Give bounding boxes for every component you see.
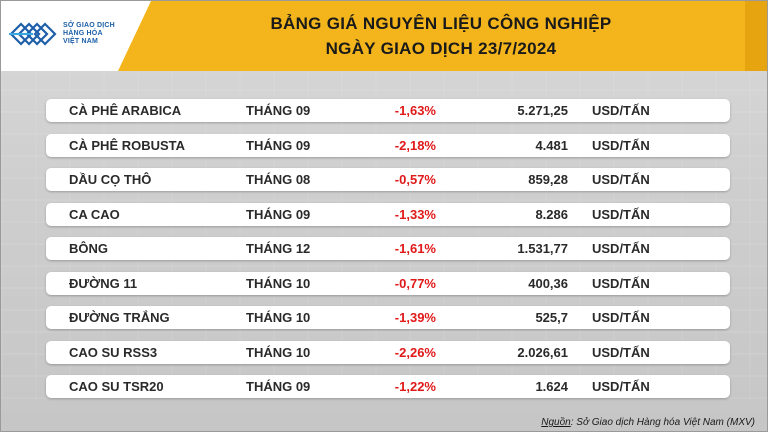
contract-month: THÁNG 08 xyxy=(246,172,311,187)
table-row: ĐƯỜNG TRẮNG THÁNG 10 -1,39% 525,7 USD/TẤ… xyxy=(46,306,730,329)
table-row: DẦU CỌ THÔ THÁNG 08 -0,57% 859,28 USD/TẤ… xyxy=(46,168,730,191)
source-label: Nguồn xyxy=(541,417,571,428)
logo-text-line1: SỞ GIAO DỊCH xyxy=(63,22,115,29)
price-unit: USD/TẤN xyxy=(592,310,650,325)
logo-text-line2: HÀNG HÓA xyxy=(63,30,103,37)
commodity-name: ĐƯỜNG 11 xyxy=(69,275,138,291)
contract-month: THÁNG 09 xyxy=(246,379,311,394)
contract-month: THÁNG 09 xyxy=(246,103,311,118)
table-row: CAO SU RSS3 THÁNG 10 -2,26% 2.026,61 USD… xyxy=(46,340,730,364)
table-row: CAO SU TSR20 THÁNG 09 -1,22% 1.624 USD/T… xyxy=(46,375,730,398)
commodity-name: BÔNG xyxy=(69,241,108,256)
commodity-name: ĐƯỜNG TRẮNG xyxy=(69,310,170,325)
contract-month: THÁNG 12 xyxy=(246,241,311,256)
price-value: 525,7 xyxy=(535,310,568,325)
source-text: : Sở Giao dịch Hàng hóa Việt Nam (MXV) xyxy=(570,417,755,428)
price-change: -1,61% xyxy=(394,241,436,256)
price-change: -2,26% xyxy=(394,344,436,360)
contract-month: THÁNG 10 xyxy=(246,310,311,325)
table-row: BÔNG THÁNG 12 -1,61% 1.531,77 USD/TẤN xyxy=(46,237,730,260)
price-change: -0,77% xyxy=(394,275,436,291)
table-row: CA CAO THÁNG 09 -1,33% 8.286 USD/TẤN xyxy=(46,202,730,226)
price-value: 4.481 xyxy=(535,137,568,153)
price-value: 1.531,77 xyxy=(517,241,568,256)
table-row: CÀ PHÊ ARABICA THÁNG 09 -1,63% 5.271,25 … xyxy=(46,99,730,122)
header-accent-strip xyxy=(745,1,767,71)
contract-month: THÁNG 09 xyxy=(246,137,311,153)
price-unit: USD/TẤN xyxy=(592,103,650,118)
contract-month: THÁNG 10 xyxy=(246,275,311,291)
price-value: 8.286 xyxy=(535,206,568,222)
price-value: 1.624 xyxy=(535,379,568,394)
price-value: 859,28 xyxy=(528,172,568,187)
price-unit: USD/TẤN xyxy=(592,172,650,187)
price-unit: USD/TẤN xyxy=(592,275,650,291)
price-change: -1,22% xyxy=(394,379,436,394)
logo-text-line3: VIỆT NAM xyxy=(63,38,99,45)
price-unit: USD/TẤN xyxy=(592,379,650,394)
price-value: 400,36 xyxy=(528,275,568,291)
mxv-logo: SỞ GIAO DỊCH HÀNG HÓA VIỆT NAM xyxy=(7,11,147,57)
price-unit: USD/TẤN xyxy=(592,344,650,360)
commodity-name: CAO SU TSR20 xyxy=(69,379,164,394)
source-note: Nguồn: Sở Giao dịch Hàng hóa Việt Nam (M… xyxy=(541,417,755,428)
price-value: 5.271,25 xyxy=(517,103,568,118)
price-change: -1,33% xyxy=(394,206,436,222)
commodity-name: CA CAO xyxy=(69,206,120,222)
price-unit: USD/TẤN xyxy=(592,206,650,222)
price-change: -1,39% xyxy=(394,310,436,325)
page-title: BẢNG GIÁ NGUYÊN LIỆU CÔNG NGHIỆP xyxy=(270,14,612,33)
price-unit: USD/TẤN xyxy=(592,137,650,153)
contract-month: THÁNG 09 xyxy=(246,206,311,222)
mxv-logo-icon xyxy=(9,22,57,46)
price-change: -1,63% xyxy=(394,103,436,118)
price-change: -0,57% xyxy=(394,172,436,187)
commodity-name: CÀ PHÊ ROBUSTA xyxy=(69,137,186,153)
price-unit: USD/TẤN xyxy=(592,241,650,256)
price-change: -2,18% xyxy=(394,137,436,153)
table-row: CÀ PHÊ ROBUSTA THÁNG 09 -2,18% 4.481 USD… xyxy=(46,133,730,157)
page-subtitle: NGÀY GIAO DỊCH 23/7/2024 xyxy=(325,39,557,58)
commodity-name: CÀ PHÊ ARABICA xyxy=(69,103,182,118)
commodity-name: DẦU CỌ THÔ xyxy=(69,172,152,187)
contract-month: THÁNG 10 xyxy=(246,344,311,360)
table-row: ĐƯỜNG 11 THÁNG 10 -0,77% 400,36 USD/TẤN xyxy=(46,271,730,295)
price-value: 2.026,61 xyxy=(517,344,568,360)
commodity-name: CAO SU RSS3 xyxy=(69,344,158,360)
